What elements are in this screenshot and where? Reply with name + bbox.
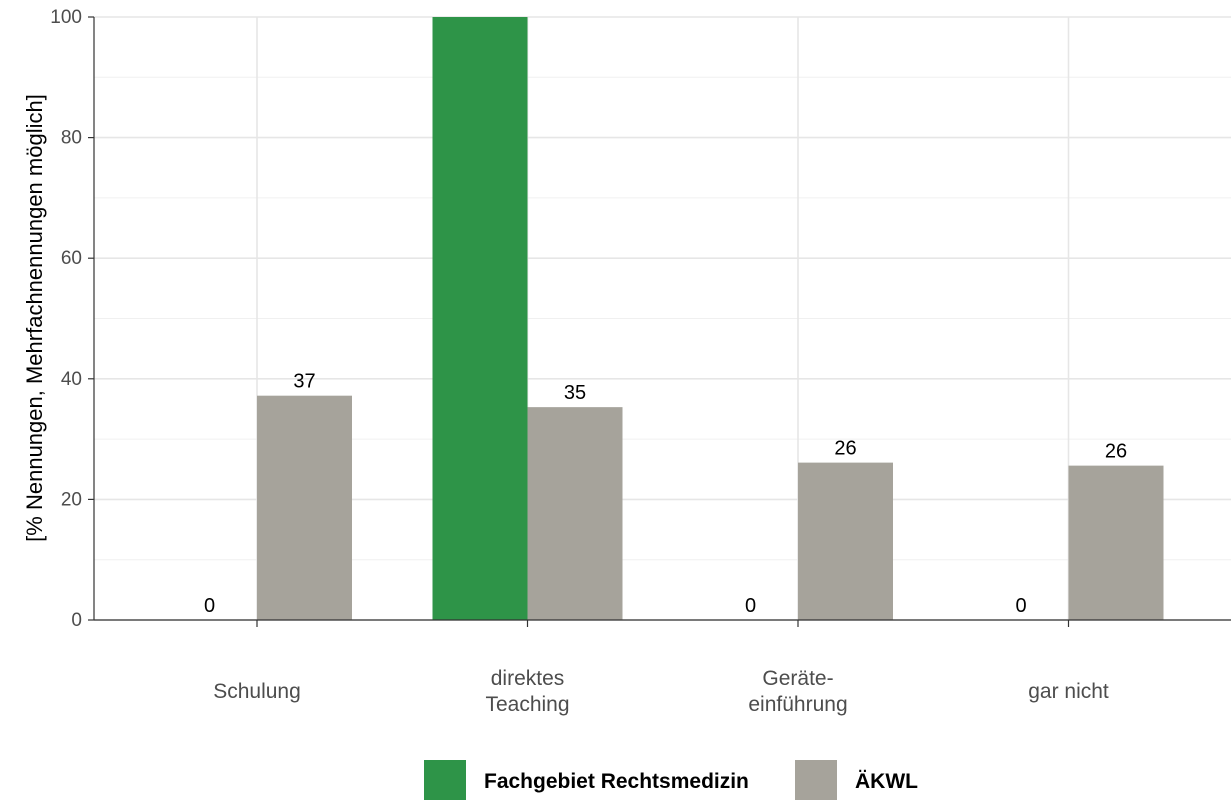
legend-swatch	[424, 760, 466, 800]
bar	[798, 462, 893, 620]
data-label: 0	[1015, 595, 1026, 617]
y-axis-title: [% Nennungen, Mehrfachnennungen möglich]	[22, 94, 47, 542]
y-tick-label: 20	[61, 489, 82, 510]
data-label: 26	[1105, 441, 1127, 463]
bar	[1068, 465, 1164, 620]
data-label: 37	[293, 371, 315, 393]
y-tick-label: 60	[61, 248, 82, 269]
data-label: 0	[204, 595, 215, 617]
data-label: 35	[564, 382, 586, 404]
y-tick-label: 40	[61, 369, 82, 390]
bars	[257, 17, 1164, 620]
x-tick-label: Geräte-einführung	[748, 667, 847, 716]
data-label: 26	[834, 438, 856, 460]
x-tick-label: gar nicht	[1028, 680, 1109, 703]
x-tick-label: Schulung	[213, 680, 301, 703]
legend-label: Fachgebiet Rechtsmedizin	[484, 770, 749, 793]
axes	[93, 17, 1231, 621]
y-tick-label: 100	[50, 7, 82, 28]
legend-swatch	[795, 760, 837, 800]
y-ticks: 0 20 40 60 80 100	[50, 7, 94, 631]
x-tick-label: direktes Teaching	[485, 667, 569, 716]
y-tick-label: 80	[61, 128, 82, 149]
x-ticks: Schulung direktes Teaching Geräte-einführun…	[213, 620, 1109, 716]
legend: Fachgebiet Rechtsmedizin ÄKWL	[424, 760, 918, 800]
data-label: 0	[745, 595, 756, 617]
data-labels: 0 0 0 37 35 26 26	[204, 371, 1127, 617]
bar	[432, 17, 528, 620]
bar	[257, 395, 352, 620]
legend-label: ÄKWL	[855, 770, 918, 793]
bar	[527, 407, 623, 620]
y-tick-label: 0	[71, 610, 82, 631]
